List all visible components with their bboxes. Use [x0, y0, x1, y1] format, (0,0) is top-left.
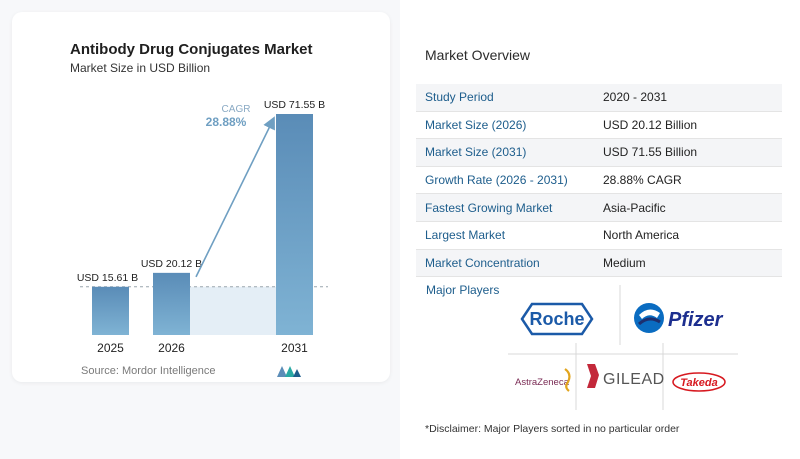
chart-title: Antibody Drug Conjugates Market [70, 41, 313, 58]
cagr-value: 28.88% [206, 115, 247, 129]
overview-row: Largest Market North America [416, 222, 782, 250]
overview-row: Market Size (2026) USD 20.12 Billion [416, 112, 782, 140]
overview-label: Market Size (2031) [425, 145, 527, 160]
overview-panel [400, 0, 800, 459]
overview-value: Asia-Pacific [603, 200, 666, 215]
growth-region [190, 286, 276, 335]
player-astrazeneca: AstraZeneca [515, 377, 570, 388]
x-tick-label: 2031 [281, 341, 308, 355]
source-text: Source: Mordor Intelligence [81, 365, 216, 377]
bar-2031 [276, 114, 313, 335]
pfizer-logo-icon: Pfizer [634, 303, 724, 333]
overview-row: Market Size (2031) USD 71.55 Billion [416, 139, 782, 167]
overview-row: Growth Rate (2026 - 2031) 28.88% CAGR [416, 167, 782, 195]
mordor-logo-icon [277, 366, 301, 377]
overview-row: Study Period 2020 - 2031 [416, 84, 782, 112]
player-roche: Roche [529, 309, 584, 329]
overview-label: Largest Market [425, 228, 506, 243]
data-label: USD 15.61 B [77, 272, 138, 284]
overview-row: Fastest Growing Market Asia-Pacific [416, 194, 782, 222]
major-players-logos: Roche Pfizer AstraZeneca GILEAD Takeda [508, 285, 738, 410]
disclaimer-text: *Disclaimer: Major Players sorted in no … [425, 423, 680, 435]
x-tick-label: 2026 [158, 341, 185, 355]
bar-2026 [153, 272, 190, 335]
overview-title: Market Overview [425, 47, 531, 63]
cagr-arrow [195, 116, 275, 278]
data-label: USD 71.55 B [264, 99, 325, 111]
x-tick-label: 2025 [97, 341, 124, 355]
roche-logo-icon: Roche [520, 302, 594, 336]
gilead-logo-icon: GILEAD [587, 364, 665, 388]
overview-row: Market Concentration Medium [416, 249, 782, 278]
cagr-label: CAGR [222, 104, 251, 115]
overview-value: 28.88% CAGR [603, 173, 682, 188]
overview-value: Medium [603, 255, 646, 270]
major-players-label: Major Players [426, 283, 500, 297]
player-gilead: GILEAD [603, 371, 665, 388]
player-pfizer: Pfizer [668, 309, 724, 331]
takeda-logo-icon: Takeda [672, 372, 726, 392]
bar-chart: USD 15.61 B 2025 USD 20.12 B 2026 USD 71.55 … [77, 99, 328, 355]
overview-value: USD 71.55 Billion [603, 145, 698, 160]
overview-value: 2020 - 2031 [603, 90, 668, 105]
overview-label: Market Size (2026) [425, 117, 527, 132]
overview-value: North America [603, 228, 680, 243]
overview-label: Market Concentration [425, 255, 540, 270]
chart-subtitle: Market Size in USD Billion [70, 61, 211, 75]
overview-value: USD 20.12 Billion [603, 117, 698, 132]
data-label: USD 20.12 B [141, 258, 202, 270]
overview-table: Study Period 2020 - 2031 Market Size (20… [416, 84, 782, 278]
astrazeneca-logo-icon: AstraZeneca [515, 368, 571, 392]
overview-label: Fastest Growing Market [425, 200, 553, 215]
bar-2025 [92, 286, 129, 335]
overview-label: Study Period [425, 90, 494, 105]
player-takeda: Takeda [680, 377, 718, 389]
overview-label: Growth Rate (2026 - 2031) [425, 173, 568, 188]
